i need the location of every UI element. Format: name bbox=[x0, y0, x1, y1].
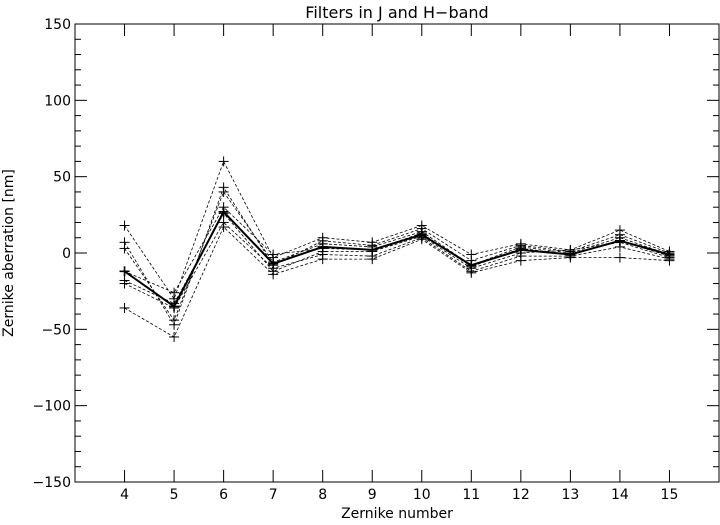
series-line-5 bbox=[124, 212, 670, 304]
x-tick-label: 15 bbox=[661, 487, 679, 503]
data-point bbox=[614, 252, 625, 263]
x-tick-label: 8 bbox=[318, 487, 327, 503]
data-point bbox=[169, 301, 180, 312]
data-point bbox=[515, 255, 526, 266]
data-point bbox=[119, 302, 130, 313]
data-point bbox=[268, 269, 279, 280]
y-tick-label: −100 bbox=[33, 399, 71, 415]
axes: −150 −100 −50 0 50 100 150 4 5 6 7 8 9 10 11 12 13 14 15 bbox=[33, 17, 719, 503]
data-point bbox=[119, 220, 130, 231]
y-tick-label: 50 bbox=[53, 170, 71, 186]
x-tick-label: 6 bbox=[219, 487, 228, 503]
y-tick-label: −50 bbox=[41, 322, 71, 338]
data-point bbox=[367, 254, 378, 265]
series-line-7 bbox=[124, 226, 670, 338]
x-axis-label: Zernike number bbox=[341, 506, 453, 522]
data-point bbox=[664, 249, 675, 260]
x-tick-label: 5 bbox=[170, 487, 179, 503]
y-tick-label: 100 bbox=[44, 93, 71, 109]
y-axis-label: Zernike aberration [nm] bbox=[1, 169, 17, 337]
data-point bbox=[367, 244, 378, 255]
series-group bbox=[119, 156, 675, 342]
data-point bbox=[218, 206, 229, 217]
data-point bbox=[119, 278, 130, 289]
x-tick-label: 7 bbox=[269, 487, 278, 503]
data-point bbox=[614, 235, 625, 246]
x-tick-label: 9 bbox=[368, 487, 377, 503]
chart-title: Filters in J and H−band bbox=[305, 3, 488, 22]
x-tick-label: 10 bbox=[413, 487, 431, 503]
x-tick-label: 14 bbox=[611, 487, 629, 503]
x-tick-label: 12 bbox=[512, 487, 530, 503]
x-tick-label: 4 bbox=[120, 487, 129, 503]
data-point bbox=[218, 156, 229, 167]
series-line-1 bbox=[124, 160, 670, 300]
data-point bbox=[169, 331, 180, 342]
data-point bbox=[416, 229, 427, 240]
data-point bbox=[169, 315, 180, 326]
data-point bbox=[466, 260, 477, 271]
data-point bbox=[268, 249, 279, 260]
data-point bbox=[317, 241, 328, 252]
data-point bbox=[515, 244, 526, 255]
y-tick-label: 0 bbox=[62, 246, 71, 262]
data-point bbox=[218, 186, 229, 197]
data-point bbox=[317, 254, 328, 265]
x-tick-label: 13 bbox=[561, 487, 579, 503]
x-tick-label: 11 bbox=[462, 487, 480, 503]
data-point bbox=[218, 222, 229, 233]
data-point bbox=[119, 266, 130, 277]
y-tick-label: −150 bbox=[33, 475, 71, 491]
series-line-2 bbox=[124, 186, 670, 326]
data-point bbox=[565, 249, 576, 260]
y-tick-label: 150 bbox=[44, 17, 71, 33]
series-line-3 bbox=[124, 191, 670, 322]
data-point bbox=[268, 258, 279, 269]
data-point bbox=[119, 243, 130, 254]
series-line-8 bbox=[123, 210, 670, 308]
data-point bbox=[169, 287, 180, 298]
plot-frame bbox=[74, 23, 720, 483]
series-line-6 bbox=[124, 221, 670, 309]
